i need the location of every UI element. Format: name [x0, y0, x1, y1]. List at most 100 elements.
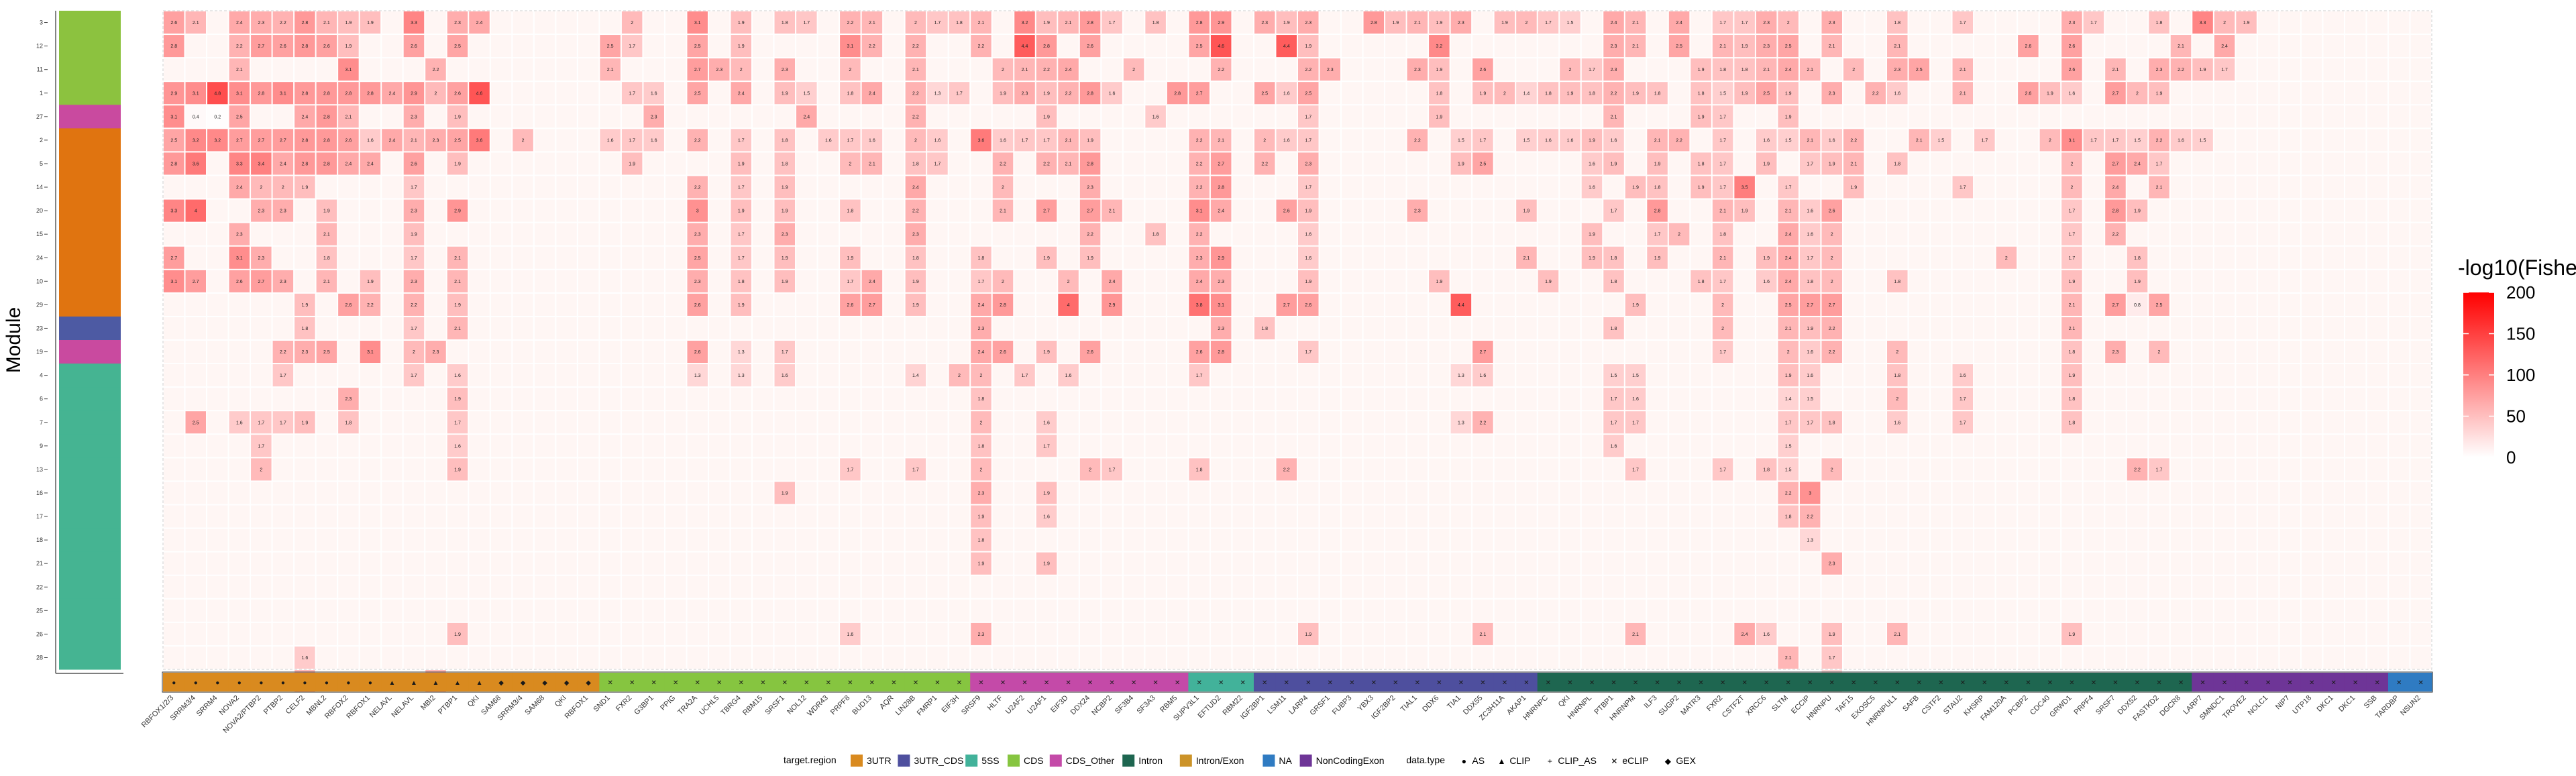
heatmap-cell [774, 199, 796, 222]
heatmap-cell [905, 458, 926, 481]
heatmap-empty-cell [425, 646, 446, 669]
heatmap-empty-cell [818, 482, 839, 504]
heatmap-cell-label: 1.9 [738, 209, 745, 214]
heatmap-empty-cell [534, 646, 555, 669]
heatmap-empty-cell [840, 105, 861, 128]
heatmap-empty-cell [2083, 317, 2104, 339]
heatmap-cell [2149, 11, 2169, 34]
heatmap-empty-cell [1014, 435, 1035, 457]
heatmap-empty-cell [796, 599, 817, 622]
heatmap-empty-cell [2083, 622, 2104, 645]
heatmap-cell [185, 199, 207, 222]
heatmap-cell [1298, 293, 1319, 316]
heatmap-empty-cell [578, 435, 599, 457]
heatmap-empty-cell [665, 35, 686, 58]
heatmap-empty-cell [360, 529, 381, 551]
heatmap-cell-label: 3.3 [2200, 21, 2206, 25]
heatmap-cell [185, 152, 207, 175]
heatmap-empty-cell [840, 599, 861, 622]
heatmap-empty-cell [534, 575, 555, 598]
heatmap-empty-cell [2018, 317, 2039, 339]
module-tick-label: 13 [36, 466, 43, 473]
heatmap-empty-cell [251, 364, 272, 387]
heatmap-empty-cell [207, 246, 228, 269]
heatmap-empty-cell [1036, 293, 1057, 316]
heatmap-empty-cell [2061, 435, 2082, 457]
heatmap-cell [1756, 11, 1777, 34]
type-legend-marker: ● [1462, 757, 1466, 766]
heatmap-empty-cell [1363, 223, 1385, 245]
heatmap-empty-cell [1276, 58, 1297, 81]
heatmap-empty-cell [883, 293, 904, 316]
heatmap-empty-cell [1538, 199, 1559, 222]
heatmap-cell [1821, 35, 1842, 58]
heatmap-cell-label: 1.8 [1719, 233, 1726, 237]
heatmap-empty-cell [1516, 293, 1537, 316]
heatmap-cell [2105, 152, 2126, 175]
heatmap-empty-cell [490, 646, 512, 669]
heatmap-empty-cell [1472, 105, 1493, 128]
heatmap-cell [971, 411, 991, 434]
heatmap-empty-cell [1865, 317, 1886, 339]
heatmap-cell-label: 1.8 [1261, 327, 1268, 331]
heatmap-empty-cell [207, 270, 228, 292]
heatmap-empty-cell [1167, 152, 1188, 175]
heatmap-empty-cell [883, 199, 904, 222]
heatmap-empty-cell [992, 482, 1014, 504]
heatmap-empty-cell [1167, 317, 1188, 339]
heatmap-cell [447, 129, 468, 152]
heatmap-cell-label: 2.8 [1087, 162, 1093, 166]
annotation-region-cell [970, 673, 993, 691]
heatmap-empty-cell [2039, 176, 2061, 199]
annotation-region-cell [2169, 673, 2192, 691]
heatmap-empty-cell [1167, 105, 1188, 128]
heatmap-empty-cell [164, 646, 184, 669]
heatmap-empty-cell [207, 341, 228, 364]
heatmap-cell [1014, 11, 1035, 34]
heatmap-cell-label: 1.8 [1654, 186, 1661, 190]
annotation-region-cell [948, 673, 971, 691]
heatmap-empty-cell [1276, 482, 1297, 504]
heatmap-empty-cell [2170, 575, 2192, 598]
heatmap-empty-cell [796, 270, 817, 292]
annotation-type-marker: ▲ [388, 679, 395, 687]
heatmap-cell-label: 1.7 [1305, 138, 1311, 143]
heatmap-cell [1625, 364, 1646, 387]
heatmap-cell [1931, 129, 1951, 152]
heatmap-empty-cell [1494, 599, 1515, 622]
heatmap-cell-label: 3.2 [1436, 44, 1443, 49]
heatmap-cell [1036, 199, 1057, 222]
heatmap-cell-label: 1.6 [1589, 162, 1595, 166]
heatmap-cell-label: 1.6 [1807, 233, 1813, 237]
heatmap-cell-label: 1.7 [1632, 421, 1639, 425]
heatmap-cell [1712, 199, 1733, 222]
annotation-type-marker: ✕ [1240, 679, 1246, 687]
heatmap-cell [1887, 411, 1908, 434]
heatmap-cell [2061, 129, 2082, 152]
heatmap-cell-label: 1.7 [1480, 138, 1487, 143]
heatmap-cell-label: 2.3 [1763, 44, 1770, 49]
heatmap-cell-label: 2.5 [193, 421, 199, 425]
heatmap-cell-label: 2.1 [1632, 21, 1639, 25]
heatmap-empty-cell [796, 129, 817, 152]
heatmap-empty-cell [272, 105, 294, 128]
heatmap-empty-cell [1996, 270, 2017, 292]
heatmap-empty-cell [2170, 293, 2192, 316]
heatmap-cell [1581, 176, 1603, 199]
heatmap-empty-cell [1102, 246, 1122, 269]
heatmap-empty-cell [1996, 599, 2017, 622]
heatmap-empty-cell [1254, 176, 1275, 199]
heatmap-empty-cell [1320, 11, 1341, 34]
module-color-cell [59, 152, 121, 176]
heatmap-empty-cell [840, 552, 861, 575]
heatmap-empty-cell [1734, 293, 1755, 316]
heatmap-empty-cell [164, 575, 184, 598]
annotation-region-cell [294, 673, 317, 691]
heatmap-empty-cell [1189, 505, 1210, 528]
heatmap-empty-cell [2279, 58, 2300, 81]
heatmap-cell [294, 82, 315, 105]
heatmap-empty-cell [1210, 435, 1232, 457]
heatmap-empty-cell [971, 599, 991, 622]
heatmap-cell [164, 152, 184, 175]
heatmap-empty-cell [1363, 529, 1385, 551]
